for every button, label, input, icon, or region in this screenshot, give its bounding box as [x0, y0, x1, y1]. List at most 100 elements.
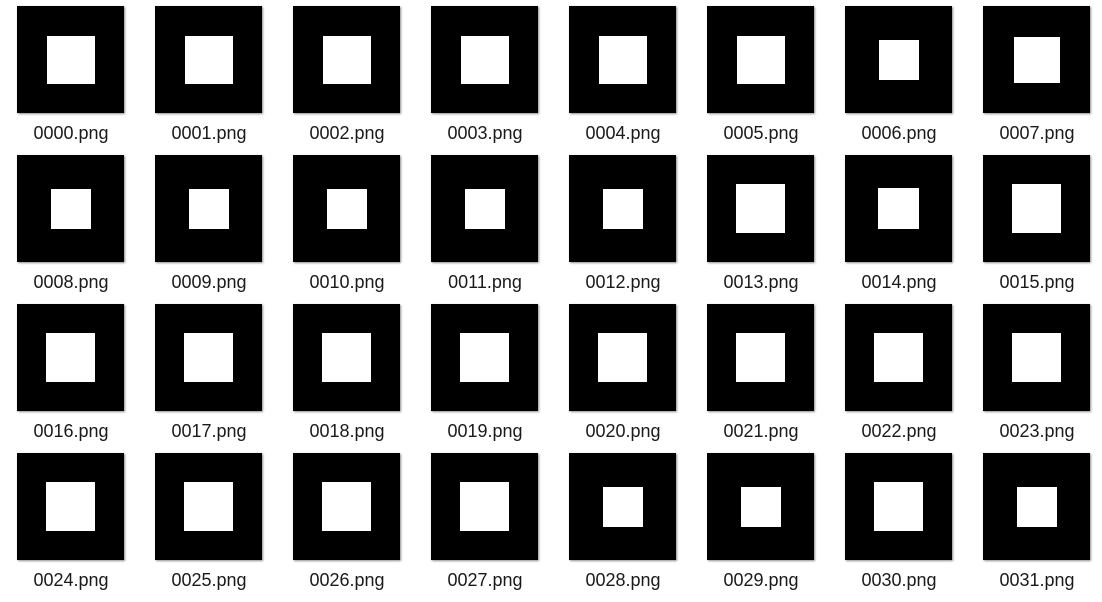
file-name-label[interactable]: 0016.png	[33, 421, 109, 441]
file-name-label[interactable]: 0028.png	[585, 570, 661, 590]
file-thumbnail[interactable]	[17, 453, 124, 560]
file-item[interactable]: 0003.png	[431, 6, 539, 155]
file-thumbnail[interactable]	[155, 304, 262, 411]
file-thumbnail[interactable]	[845, 304, 952, 411]
file-item[interactable]: 0004.png	[569, 6, 677, 155]
file-thumbnail[interactable]	[431, 6, 538, 113]
file-item[interactable]: 0028.png	[569, 453, 677, 602]
file-thumbnail[interactable]	[569, 6, 676, 113]
file-thumbnail[interactable]	[17, 6, 124, 113]
file-name-label[interactable]: 0014.png	[861, 272, 937, 292]
file-item[interactable]: 0007.png	[983, 6, 1091, 155]
file-thumbnail[interactable]	[17, 304, 124, 411]
file-name-label[interactable]: 0030.png	[861, 570, 937, 590]
file-name-label[interactable]: 0022.png	[861, 421, 937, 441]
file-item[interactable]: 0022.png	[845, 304, 953, 453]
file-thumbnail[interactable]	[707, 304, 814, 411]
file-item[interactable]: 0014.png	[845, 155, 953, 304]
file-thumbnail[interactable]	[707, 155, 814, 262]
file-thumbnail[interactable]	[569, 453, 676, 560]
file-item[interactable]: 0006.png	[845, 6, 953, 155]
file-item[interactable]: 0015.png	[983, 155, 1091, 304]
file-name-label[interactable]: 0019.png	[447, 421, 523, 441]
file-thumbnail[interactable]	[707, 6, 814, 113]
file-name-label[interactable]: 0005.png	[723, 123, 799, 143]
file-item[interactable]: 0027.png	[431, 453, 539, 602]
file-name-label[interactable]: 0003.png	[447, 123, 523, 143]
thumbnail-white-square	[599, 36, 647, 84]
file-thumbnail[interactable]	[845, 155, 952, 262]
thumbnail-white-square	[460, 333, 509, 382]
file-thumbnail[interactable]	[17, 155, 124, 262]
file-thumbnail[interactable]	[293, 304, 400, 411]
file-name-label[interactable]: 0025.png	[171, 570, 247, 590]
file-thumbnail[interactable]	[983, 453, 1090, 560]
file-name-label[interactable]: 0002.png	[309, 123, 385, 143]
file-item[interactable]: 0021.png	[707, 304, 815, 453]
file-thumbnail[interactable]	[293, 6, 400, 113]
file-item[interactable]: 0025.png	[155, 453, 263, 602]
file-thumbnail[interactable]	[155, 453, 262, 560]
file-thumbnail[interactable]	[155, 6, 262, 113]
file-item[interactable]: 0024.png	[17, 453, 125, 602]
file-thumbnail[interactable]	[431, 453, 538, 560]
file-name-label[interactable]: 0010.png	[309, 272, 385, 292]
file-item[interactable]: 0011.png	[431, 155, 539, 304]
file-thumbnail[interactable]	[707, 453, 814, 560]
file-name-label[interactable]: 0000.png	[33, 123, 109, 143]
file-name-label[interactable]: 0020.png	[585, 421, 661, 441]
file-item[interactable]: 0023.png	[983, 304, 1091, 453]
file-thumbnail[interactable]	[569, 155, 676, 262]
file-thumbnail[interactable]	[431, 304, 538, 411]
file-name-label[interactable]: 0024.png	[33, 570, 109, 590]
file-name-label[interactable]: 0012.png	[585, 272, 661, 292]
file-thumbnail[interactable]	[983, 155, 1090, 262]
file-thumbnail[interactable]	[431, 155, 538, 262]
file-item[interactable]: 0019.png	[431, 304, 539, 453]
file-name-label[interactable]: 0023.png	[999, 421, 1075, 441]
file-item[interactable]: 0008.png	[17, 155, 125, 304]
file-name-label[interactable]: 0026.png	[309, 570, 385, 590]
file-item[interactable]: 0001.png	[155, 6, 263, 155]
file-thumbnail[interactable]	[155, 155, 262, 262]
file-thumbnail[interactable]	[983, 304, 1090, 411]
file-name-label[interactable]: 0001.png	[171, 123, 247, 143]
file-thumbnail[interactable]	[845, 453, 952, 560]
file-item[interactable]: 0026.png	[293, 453, 401, 602]
file-name-label[interactable]: 0013.png	[723, 272, 799, 292]
file-item[interactable]: 0020.png	[569, 304, 677, 453]
file-thumbnail[interactable]	[983, 6, 1090, 113]
file-item[interactable]: 0005.png	[707, 6, 815, 155]
file-item[interactable]: 0009.png	[155, 155, 263, 304]
thumbnail-white-square	[47, 36, 95, 84]
file-name-label[interactable]: 0018.png	[309, 421, 385, 441]
file-name-label[interactable]: 0029.png	[723, 570, 799, 590]
file-name-label[interactable]: 0011.png	[448, 272, 522, 292]
file-item[interactable]: 0031.png	[983, 453, 1091, 602]
file-item[interactable]: 0030.png	[845, 453, 953, 602]
file-thumbnail[interactable]	[845, 6, 952, 113]
file-thumbnail[interactable]	[569, 304, 676, 411]
file-item[interactable]: 0013.png	[707, 155, 815, 304]
file-item[interactable]: 0017.png	[155, 304, 263, 453]
file-name-label[interactable]: 0008.png	[33, 272, 109, 292]
file-name-label[interactable]: 0007.png	[999, 123, 1075, 143]
file-thumbnail[interactable]	[293, 453, 400, 560]
file-item[interactable]: 0016.png	[17, 304, 125, 453]
file-name-label[interactable]: 0027.png	[447, 570, 523, 590]
file-item[interactable]: 0018.png	[293, 304, 401, 453]
file-item[interactable]: 0010.png	[293, 155, 401, 304]
file-item[interactable]: 0002.png	[293, 6, 401, 155]
file-name-label[interactable]: 0031.png	[999, 570, 1075, 590]
file-name-label[interactable]: 0015.png	[999, 272, 1075, 292]
file-name-label[interactable]: 0004.png	[585, 123, 661, 143]
file-item[interactable]: 0012.png	[569, 155, 677, 304]
file-item[interactable]: 0029.png	[707, 453, 815, 602]
file-item[interactable]: 0000.png	[17, 6, 125, 155]
file-name-label[interactable]: 0021.png	[723, 421, 799, 441]
file-name-label[interactable]: 0006.png	[861, 123, 937, 143]
file-name-label[interactable]: 0009.png	[171, 272, 247, 292]
thumbnail-white-square	[184, 333, 233, 382]
file-name-label[interactable]: 0017.png	[171, 421, 247, 441]
file-thumbnail[interactable]	[293, 155, 400, 262]
